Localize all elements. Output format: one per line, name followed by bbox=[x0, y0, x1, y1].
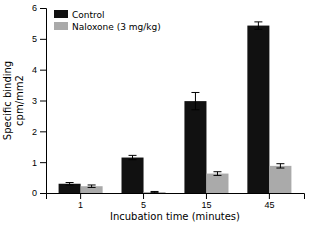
error-bar-cap bbox=[254, 29, 262, 30]
error-bar-cap bbox=[66, 184, 74, 185]
error-bar-cap bbox=[191, 109, 199, 110]
y-tick-mark bbox=[40, 70, 46, 71]
error-bar-cap bbox=[88, 187, 96, 188]
error-bar-stem bbox=[195, 92, 196, 109]
y-tick-label: 0 bbox=[32, 188, 37, 198]
error-bar bbox=[213, 172, 221, 176]
x-tick-mark bbox=[269, 193, 270, 199]
y-tick-mark bbox=[40, 8, 46, 9]
x-tick-label: 15 bbox=[201, 200, 211, 210]
error-bar bbox=[276, 164, 284, 168]
x-tick-mark bbox=[143, 193, 144, 199]
error-bar-stem bbox=[258, 22, 259, 29]
bar bbox=[59, 184, 81, 193]
legend-item: Naloxone (3 mg/kg) bbox=[54, 22, 161, 32]
y-tick-label: 2 bbox=[32, 127, 37, 137]
error-bar-cap bbox=[276, 163, 284, 164]
y-tick-label: 1 bbox=[32, 158, 37, 168]
legend-label: Control bbox=[72, 10, 105, 20]
x-tick: 45 bbox=[264, 193, 274, 210]
error-bar bbox=[88, 185, 96, 187]
x-tick-mark bbox=[206, 193, 207, 199]
y-tick-mark bbox=[40, 39, 46, 40]
legend: Control Naloxone (3 mg/kg) bbox=[54, 10, 161, 32]
y-tick: 0 bbox=[32, 188, 46, 198]
bar bbox=[81, 186, 103, 193]
y-tick-label: 4 bbox=[32, 65, 37, 75]
error-bar-cap bbox=[88, 184, 96, 185]
y-tick-label: 3 bbox=[32, 96, 37, 106]
error-bar-stem bbox=[217, 172, 218, 176]
bar bbox=[247, 26, 269, 193]
y-tick: 4 bbox=[32, 65, 46, 75]
x-axis: 151545 bbox=[47, 193, 305, 210]
bar bbox=[144, 192, 166, 193]
legend-swatch bbox=[54, 22, 68, 30]
error-bar bbox=[191, 92, 199, 109]
series bbox=[81, 164, 292, 193]
error-bar-cap bbox=[151, 192, 159, 193]
error-bar-cap bbox=[254, 21, 262, 22]
y-axis: 0 1 2 3 4 5 6 bbox=[32, 3, 47, 198]
marks bbox=[59, 22, 292, 193]
x-tick: 15 bbox=[201, 193, 211, 210]
error-bar-cap bbox=[191, 92, 199, 93]
y-tick: 6 bbox=[32, 3, 46, 13]
x-axis-title: Incubation time (minutes) bbox=[110, 211, 240, 222]
bar bbox=[122, 158, 144, 193]
error-bar-cap bbox=[129, 159, 137, 160]
error-bar bbox=[151, 191, 159, 192]
chart: 0123456151545Incubation time (minutes)Sp… bbox=[0, 0, 312, 225]
y-tick-label: 5 bbox=[32, 34, 37, 44]
error-bar bbox=[129, 155, 137, 159]
series bbox=[59, 22, 270, 193]
y-axis-line bbox=[40, 9, 47, 194]
y-tick: 5 bbox=[32, 34, 46, 44]
y-tick: 2 bbox=[32, 127, 46, 137]
x-tick-label: 45 bbox=[264, 200, 274, 210]
error-bar-cap bbox=[66, 182, 74, 183]
error-bar-cap bbox=[129, 155, 137, 156]
y-axis-title-line: cpm/mm2 bbox=[14, 75, 25, 126]
error-bar-cap bbox=[151, 191, 159, 192]
error-bar bbox=[254, 22, 262, 29]
error-bar-cap bbox=[276, 168, 284, 169]
error-bar-stem bbox=[280, 164, 281, 168]
y-tick-mark bbox=[40, 193, 46, 194]
y-tick-label: 6 bbox=[32, 3, 37, 13]
y-axis-title-line: Specific binding bbox=[2, 61, 13, 140]
y-tick: 1 bbox=[32, 158, 46, 168]
y-axis-title: Specific bindingcpm/mm2 bbox=[2, 61, 25, 140]
x-tick-mark bbox=[80, 193, 81, 199]
y-tick-mark bbox=[40, 101, 46, 102]
error-bar-cap bbox=[213, 175, 221, 176]
legend-item: Control bbox=[54, 10, 105, 20]
x-tick-label: 1 bbox=[78, 200, 83, 210]
bar bbox=[206, 174, 228, 193]
plot: 0123456151545 bbox=[32, 3, 305, 210]
y-tick-mark bbox=[40, 131, 46, 132]
bar bbox=[269, 166, 291, 193]
y-tick: 3 bbox=[32, 96, 46, 106]
x-tick: 5 bbox=[141, 193, 146, 210]
x-axis-line bbox=[47, 194, 305, 200]
bar bbox=[184, 101, 206, 193]
error-bar-cap bbox=[213, 171, 221, 172]
legend-label: Naloxone (3 mg/kg) bbox=[72, 22, 161, 32]
x-tick-label: 5 bbox=[141, 200, 146, 210]
y-tick-mark bbox=[40, 162, 46, 163]
error-bar bbox=[66, 183, 74, 185]
error-bar-stem bbox=[132, 155, 133, 159]
legend-swatch bbox=[54, 10, 68, 18]
x-tick: 1 bbox=[78, 193, 83, 210]
